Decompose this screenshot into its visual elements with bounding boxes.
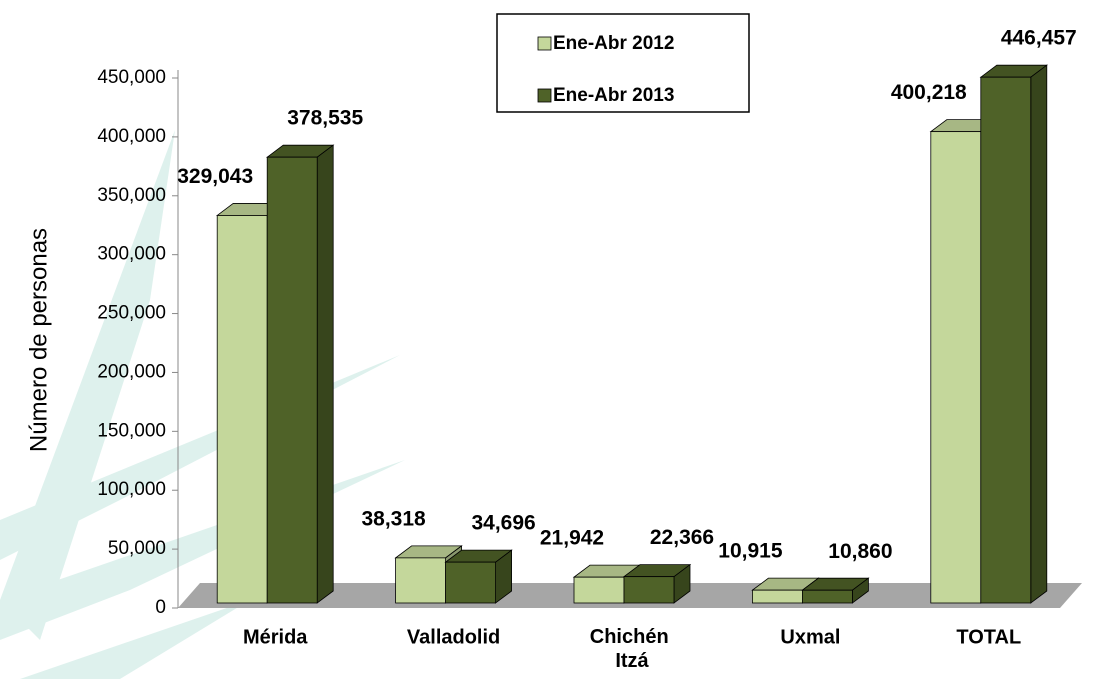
y-tick-label: 450,000 xyxy=(97,67,166,88)
leaf xyxy=(20,600,250,679)
y-tick-label: 300,000 xyxy=(97,244,166,265)
value-label: 10,915 xyxy=(718,540,783,563)
bar xyxy=(752,589,803,604)
bar xyxy=(216,215,268,604)
legend-swatch xyxy=(537,36,552,51)
value-label: 378,535 xyxy=(287,107,363,130)
y-tick-label: 150,000 xyxy=(97,420,166,441)
x-tick-label: Mérida xyxy=(243,626,308,648)
bar xyxy=(930,131,982,604)
value-label: 22,366 xyxy=(650,526,714,549)
legend-swatch xyxy=(537,88,552,103)
y-axis-title: Número de personas xyxy=(25,228,52,452)
value-label: 329,043 xyxy=(177,165,253,188)
bar xyxy=(266,156,318,604)
x-tick-label: Chichén Itzá xyxy=(590,626,674,672)
y-tick-label: 0 xyxy=(155,597,166,618)
x-tick-label: Uxmal xyxy=(780,626,840,648)
bar xyxy=(395,557,447,604)
legend-label: Ene-Abr 2013 xyxy=(553,85,674,106)
y-tick-label: 250,000 xyxy=(97,303,166,324)
value-label: 34,696 xyxy=(471,512,535,535)
value-label: 446,457 xyxy=(1001,27,1077,50)
value-label: 400,218 xyxy=(891,81,967,104)
bar-side xyxy=(316,144,334,604)
bar-side xyxy=(1030,64,1048,604)
legend xyxy=(496,13,750,113)
bar xyxy=(980,76,1032,604)
y-tick-label: 50,000 xyxy=(108,538,166,559)
bar xyxy=(802,589,853,604)
bar xyxy=(623,576,675,604)
y-tick-label: 350,000 xyxy=(97,185,166,206)
x-tick-label: TOTAL xyxy=(956,626,1021,648)
y-tick-label: 200,000 xyxy=(97,361,166,382)
y-tick-label: 400,000 xyxy=(97,126,166,147)
y-tick-label: 100,000 xyxy=(97,479,166,500)
bar xyxy=(573,576,625,604)
legend-label: Ene-Abr 2012 xyxy=(553,33,674,54)
bar xyxy=(445,561,497,604)
value-label: 38,318 xyxy=(361,507,426,530)
value-label: 10,860 xyxy=(828,540,892,563)
x-tick-label: Valladolid xyxy=(407,626,500,648)
value-label: 21,942 xyxy=(540,527,604,550)
